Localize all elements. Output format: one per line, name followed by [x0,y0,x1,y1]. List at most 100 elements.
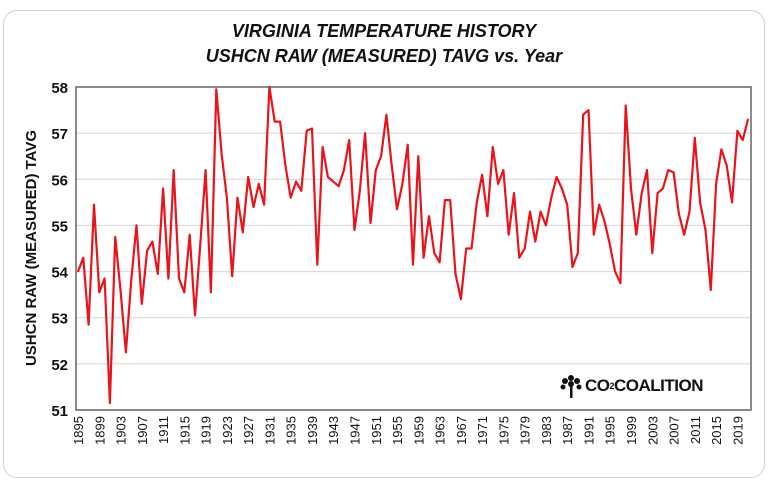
data-point [672,171,675,174]
data-point [699,201,701,204]
data-point [688,210,691,213]
x-tick-label: 1959 [411,416,426,445]
data-point [592,233,595,236]
data-point [178,277,180,280]
data-point [662,187,664,190]
data-point [646,169,648,171]
data-point [715,183,717,185]
series-line [76,85,750,405]
data-point [449,199,452,201]
data-point [470,247,473,250]
data-point [539,210,542,213]
data-point [518,256,521,259]
chart-subtitle: USHCN RAW (MEASURED) TAVG vs. Year [205,46,563,66]
data-point [635,233,638,236]
chart-card [3,10,765,478]
y-tick-label: 56 [51,172,68,189]
x-tick-label: 1903 [114,416,129,445]
data-point [725,164,728,167]
x-tick-label: 1927 [241,416,256,445]
data-point [273,120,276,123]
data-point [268,86,271,88]
data-point [385,113,388,116]
x-tick-label: 1983 [539,416,554,445]
data-point [502,169,505,171]
x-tick-label: 1955 [390,416,405,445]
data-point [295,180,297,183]
data-point [390,164,393,167]
data-point [476,201,478,204]
y-tick-label: 57 [51,126,68,143]
x-tick-label: 1931 [262,416,277,445]
x-tick-label: 1975 [496,416,511,445]
y-tick-label: 53 [51,311,68,328]
x-tick-label: 1919 [199,416,214,445]
data-point [417,155,420,158]
x-tick-label: 1907 [135,416,150,445]
data-point [454,273,457,275]
x-tick-label: 1935 [284,416,299,445]
data-point [396,208,398,211]
data-point [603,220,606,222]
data-point [87,323,90,326]
data-point [215,88,218,91]
data-point [736,130,739,132]
data-point [353,229,356,231]
data-point [598,203,600,206]
data-point [77,270,79,273]
data-point [630,187,632,190]
data-point [188,233,191,236]
data-point [98,291,101,294]
data-point [507,233,510,236]
data-point [316,263,319,266]
data-point [561,187,563,190]
data-point [534,240,537,243]
tree-icon [560,375,582,398]
data-point [114,236,117,238]
data-point [709,289,712,291]
x-tick-label: 1915 [177,416,192,445]
data-point [523,247,526,250]
data-point [247,176,249,178]
data-point [125,351,127,354]
data-point [252,206,255,208]
x-tick-label: 2003 [645,416,660,445]
data-point [300,190,303,192]
data-point [481,173,483,176]
data-point [343,169,345,171]
data-point [571,266,574,268]
data-point [359,190,361,192]
data-point [624,104,627,107]
x-tick-label: 1923 [220,416,235,445]
x-tick-label: 1943 [326,416,341,445]
data-point [226,196,228,199]
x-tick-label: 2019 [730,416,745,445]
data-point [82,256,85,259]
data-point [555,176,558,178]
x-tick-label: 1939 [305,416,320,445]
data-point [614,270,616,273]
data-point [694,136,696,139]
x-tick-label: 1971 [475,416,490,445]
x-tick-label: 2011 [688,416,703,444]
data-point [720,148,723,151]
y-tick-label: 58 [51,80,68,97]
data-point [172,169,175,171]
x-tick-label: 1947 [348,416,363,445]
data-point [428,215,430,217]
data-point [263,203,265,206]
y-axis-label: USHCN RAW (MEASURED) TAVG [23,130,40,366]
x-tick-label: 1999 [624,416,639,445]
data-point [369,222,372,224]
x-tick-label: 1899 [92,416,107,445]
data-point [747,118,749,121]
data-point [401,183,404,185]
data-point [491,146,494,148]
data-point [497,183,499,185]
data-point [656,192,659,194]
data-point [667,169,670,171]
data-point [412,263,414,266]
x-tick-label: 2015 [709,416,724,445]
data-point [220,153,223,155]
